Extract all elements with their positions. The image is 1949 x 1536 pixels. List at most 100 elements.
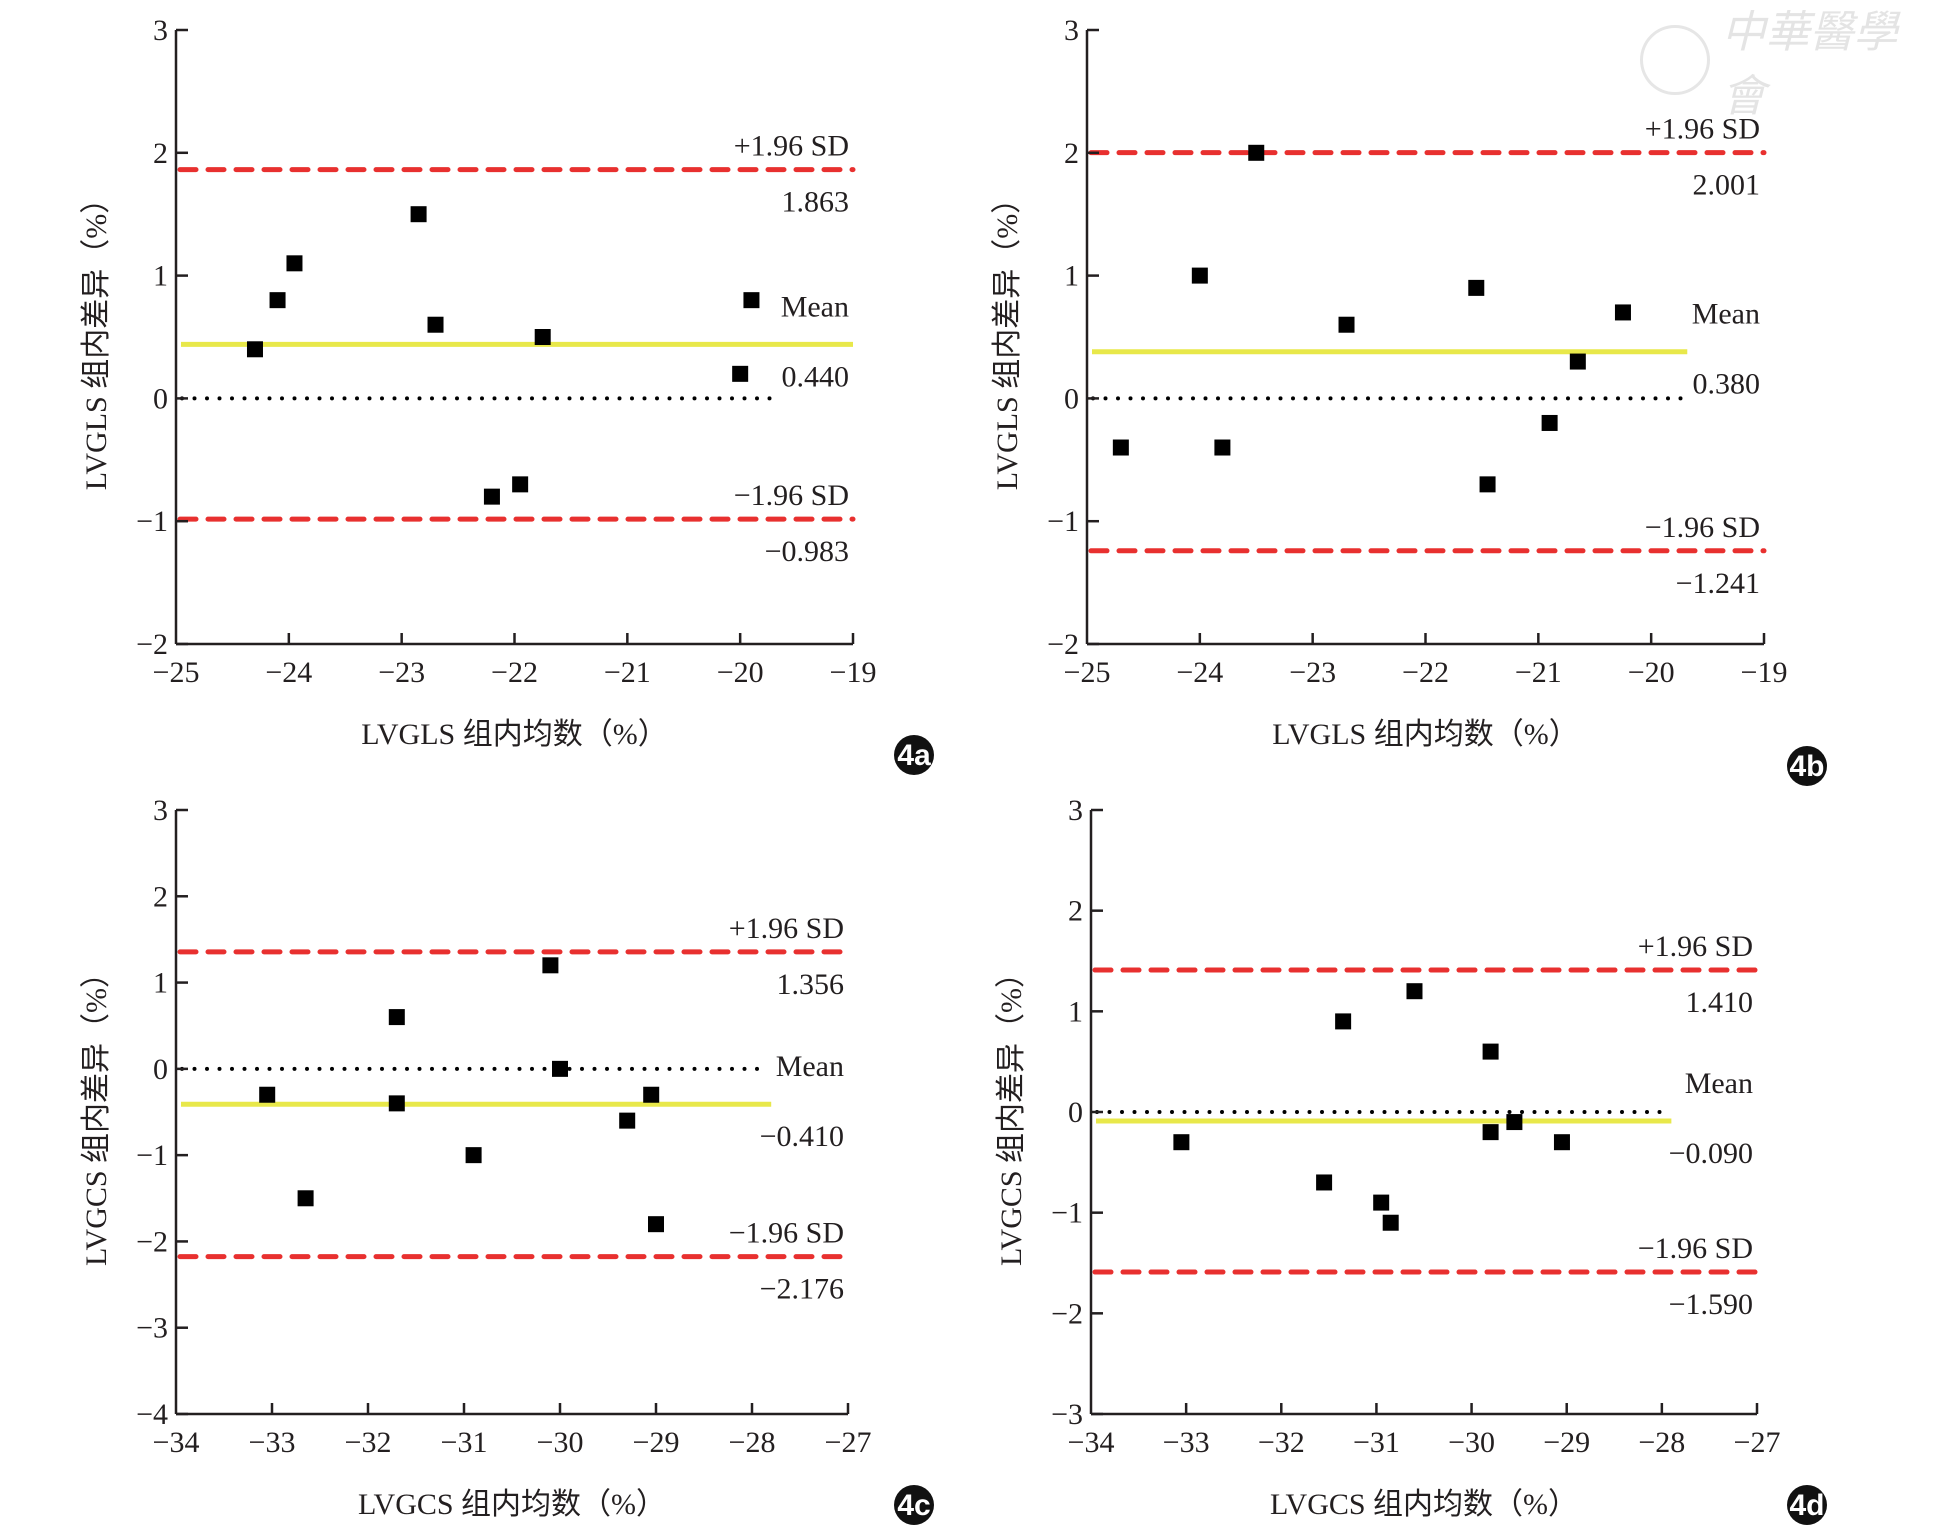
x-tick-label: −29 — [633, 1426, 680, 1459]
data-point — [410, 206, 427, 223]
data-point — [1373, 1194, 1390, 1211]
x-tick-label: −32 — [1258, 1426, 1305, 1459]
mean-title: Mean — [776, 1050, 844, 1083]
x-tick-label: −28 — [729, 1426, 776, 1459]
data-point — [297, 1190, 314, 1207]
data-point — [1569, 353, 1586, 370]
panel-badge — [894, 735, 934, 775]
data-point — [1335, 1013, 1352, 1030]
x-axis-title: LVGLS 组内均数（%） — [1272, 718, 1578, 751]
y-tick-label: −4 — [136, 1398, 168, 1431]
y-tick-label: 2 — [153, 137, 168, 170]
data-point — [1214, 439, 1231, 456]
data-point — [1382, 1214, 1399, 1231]
mean-title: Mean — [781, 290, 849, 323]
x-tick-label: −33 — [249, 1426, 296, 1459]
x-tick-label: −22 — [491, 656, 538, 689]
y-tick-label: 3 — [1068, 794, 1083, 827]
y-tick-label: 0 — [153, 1053, 168, 1086]
x-tick-label: −29 — [1543, 1426, 1590, 1459]
lower-loa-value: −1.241 — [1676, 567, 1760, 600]
x-tick-label: −23 — [1289, 656, 1336, 689]
x-tick-label: −21 — [604, 656, 651, 689]
x-tick-label: −22 — [1402, 656, 1449, 689]
data-point — [648, 1216, 664, 1233]
mean-title: Mean — [1685, 1067, 1753, 1100]
x-tick-label: −24 — [1176, 656, 1223, 689]
y-tick-label: −2 — [136, 628, 168, 661]
data-point — [552, 1060, 568, 1077]
x-tick-label: −30 — [1448, 1426, 1495, 1459]
panel-badge — [894, 1485, 934, 1525]
x-tick-label: −32 — [345, 1426, 392, 1459]
x-axis-title: LVGCS 组内均数（%） — [1270, 1488, 1578, 1521]
y-tick-label: 0 — [1068, 1096, 1083, 1129]
data-point — [1553, 1134, 1570, 1151]
upper-loa-value: 1.410 — [1686, 986, 1754, 1019]
y-tick-label: 3 — [153, 794, 168, 827]
watermark-logo: 中華醫學會 — [1640, 7, 1940, 122]
panel-4c: −4 −3 −2 −1 0 1 2 3 −34 −33 −32 −31 −30 −29 −28 −27 LVGC… — [80, 794, 934, 1525]
lower-loa-title: −1.96 SD — [1638, 1232, 1753, 1265]
data-point — [1112, 439, 1129, 456]
upper-loa-value: 2.001 — [1693, 169, 1761, 202]
x-tick-label: −20 — [1628, 656, 1675, 689]
x-axis-title: LVGCS 组内均数（%） — [358, 1488, 666, 1521]
data-point — [1338, 316, 1355, 333]
data-point — [483, 488, 500, 505]
data-point — [643, 1086, 660, 1103]
mean-value: 0.440 — [782, 360, 850, 393]
y-tick-label: −3 — [1051, 1398, 1083, 1431]
data-point — [259, 1086, 276, 1103]
x-tick-label: −33 — [1163, 1426, 1210, 1459]
y-tick-label: −1 — [1047, 505, 1079, 538]
data-point — [1191, 267, 1208, 284]
y-tick-label: −2 — [1047, 628, 1079, 661]
data-point — [1316, 1174, 1333, 1191]
data-point — [512, 476, 529, 493]
y-tick-label: 0 — [1064, 382, 1079, 415]
y-axis-title: LVGCS 组内差异（%） — [80, 958, 113, 1266]
x-tick-label: −20 — [717, 656, 764, 689]
mean-value: −0.090 — [1669, 1137, 1753, 1170]
x-tick-label: −31 — [1353, 1426, 1400, 1459]
upper-loa-value: 1.356 — [777, 968, 845, 1001]
panel-badge-label: 4d — [1789, 1489, 1824, 1522]
y-tick-label: 1 — [1068, 995, 1083, 1028]
x-tick-label: −25 — [153, 656, 200, 689]
data-point — [269, 292, 286, 309]
panel-badge-label: 4c — [897, 1489, 930, 1522]
x-tick-label: −23 — [378, 656, 425, 689]
panel-badge — [1787, 1485, 1827, 1525]
x-tick-label: −27 — [825, 1426, 872, 1459]
data-point — [1406, 983, 1423, 1000]
data-point — [427, 316, 444, 333]
upper-loa-title: +1.96 SD — [729, 912, 844, 945]
data-point — [1482, 1124, 1499, 1141]
data-point — [286, 255, 303, 272]
x-tick-label: −21 — [1515, 656, 1562, 689]
data-point — [1173, 1134, 1190, 1151]
lower-loa-value: −1.590 — [1669, 1288, 1753, 1321]
mean-value: −0.410 — [760, 1120, 844, 1153]
lower-loa-title: −1.96 SD — [1645, 511, 1760, 544]
data-point — [1248, 144, 1265, 161]
data-point — [534, 329, 551, 345]
x-tick-label: −31 — [441, 1426, 488, 1459]
y-tick-label: −3 — [136, 1312, 168, 1345]
lower-loa-title: −1.96 SD — [734, 479, 849, 512]
upper-loa-value: 1.863 — [782, 186, 850, 219]
x-tick-label: −34 — [153, 1426, 200, 1459]
x-tick-label: −19 — [1741, 656, 1788, 689]
panel-4b: −2 −1 0 1 2 3 −25 −24 −23 −22 −21 −20 −19 LVGLS 组内均数（… — [991, 14, 1827, 786]
watermark-text: 中華醫學會 — [1721, 7, 1898, 122]
data-point — [1482, 1043, 1499, 1060]
upper-loa-title: +1.96 SD — [734, 130, 849, 163]
data-point — [1614, 304, 1631, 321]
y-tick-label: 2 — [1068, 895, 1083, 928]
y-tick-label: 1 — [153, 967, 168, 1000]
y-tick-label: 1 — [153, 260, 168, 293]
data-point — [1468, 279, 1485, 296]
data-point — [743, 292, 760, 309]
x-tick-label: −24 — [265, 656, 312, 689]
